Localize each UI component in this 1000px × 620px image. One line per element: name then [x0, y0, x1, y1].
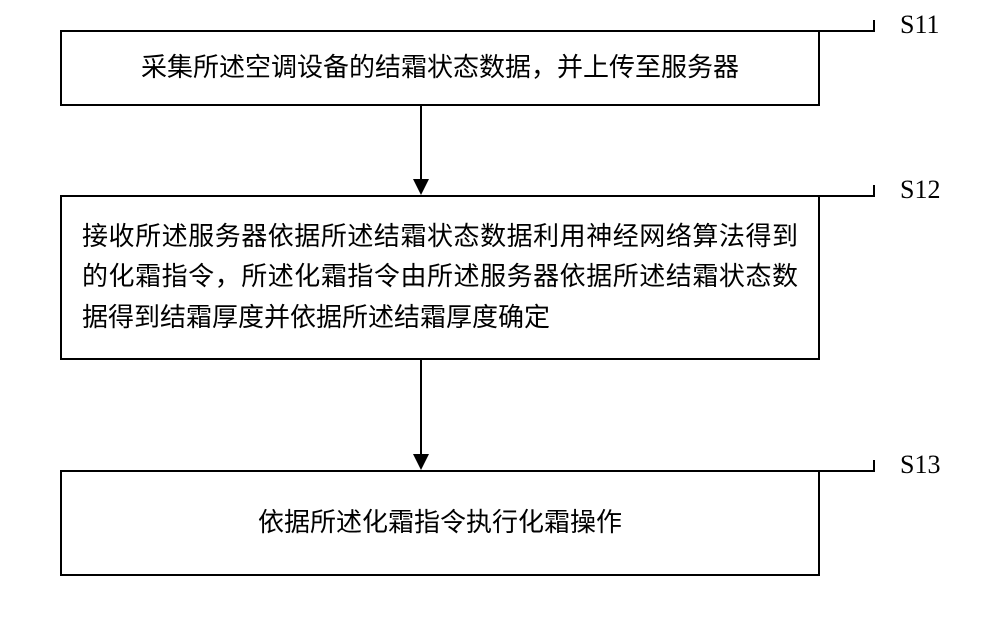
flow-label-s13: S13	[900, 450, 940, 480]
flow-label-s12: S12	[900, 175, 940, 205]
arrow-s12-s13	[420, 360, 422, 454]
flow-step-s11-text: 采集所述空调设备的结霜状态数据，并上传至服务器	[141, 48, 739, 88]
flow-label-s11: S11	[900, 10, 940, 40]
lead-line-s12-v	[873, 185, 875, 197]
arrow-head-s11-s12	[413, 179, 429, 195]
flow-step-s11: 采集所述空调设备的结霜状态数据，并上传至服务器	[60, 30, 820, 106]
flow-step-s12-text: 接收所述服务器依据所述结霜状态数据利用神经网络算法得到的化霜指令，所述化霜指令由…	[82, 217, 798, 338]
flow-step-s13: 依据所述化霜指令执行化霜操作	[60, 470, 820, 576]
arrow-s11-s12	[420, 106, 422, 179]
flow-step-s12: 接收所述服务器依据所述结霜状态数据利用神经网络算法得到的化霜指令，所述化霜指令由…	[60, 195, 820, 360]
lead-line-s13-v	[873, 460, 875, 472]
flow-step-s13-text: 依据所述化霜指令执行化霜操作	[258, 503, 622, 543]
lead-line-s11-v	[873, 20, 875, 32]
arrow-head-s12-s13	[413, 454, 429, 470]
lead-line-s11	[820, 30, 875, 32]
lead-line-s13	[820, 470, 875, 472]
lead-line-s12	[820, 195, 875, 197]
